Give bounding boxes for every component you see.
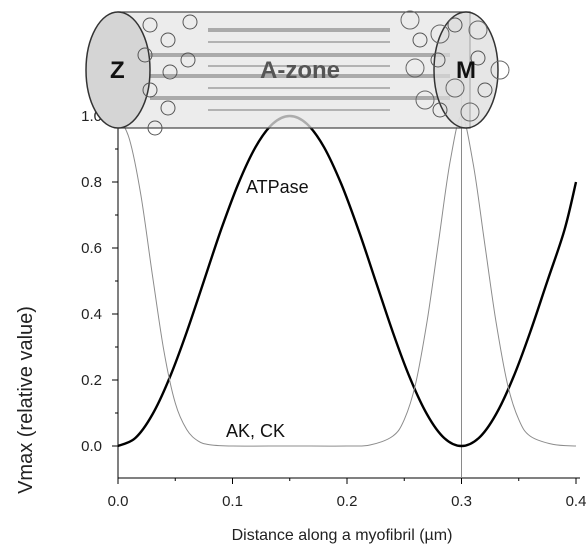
enzyme-ring bbox=[405, 58, 425, 78]
a-zone-label: A-zone bbox=[260, 57, 340, 84]
enzyme-marker bbox=[182, 14, 198, 30]
x-axis-title: Distance along a myofibril (µm) bbox=[232, 527, 453, 544]
enzyme-ring bbox=[468, 20, 488, 40]
curves bbox=[117, 114, 578, 448]
series-atpase-line bbox=[117, 114, 578, 448]
enzyme-marker bbox=[160, 100, 176, 116]
z-disk bbox=[85, 11, 151, 129]
y-tick-label: 0.4 bbox=[81, 306, 102, 323]
enzyme-ring bbox=[430, 24, 450, 44]
x-tick-label: 0.0 bbox=[108, 493, 129, 510]
enzyme-marker bbox=[447, 17, 463, 33]
m-label: M bbox=[456, 57, 476, 84]
labels: ATPase AK, CK bbox=[226, 177, 309, 441]
atpase-label: ATPase bbox=[246, 177, 309, 197]
enzyme-marker bbox=[162, 64, 178, 80]
enzyme-marker bbox=[160, 32, 176, 48]
enzyme-marker bbox=[142, 17, 158, 33]
enzyme-marker bbox=[470, 50, 486, 66]
x-tick-label: 0.2 bbox=[337, 493, 358, 510]
enzyme-marker bbox=[137, 47, 153, 63]
enzyme-marker bbox=[477, 82, 493, 98]
x-tick-label: 0.3 bbox=[451, 493, 472, 510]
enzyme-ring bbox=[415, 90, 435, 110]
enzyme-ring bbox=[490, 60, 510, 80]
y-tick-label: 0.8 bbox=[81, 174, 102, 191]
enzyme-marker bbox=[180, 52, 196, 68]
enzyme-marker bbox=[412, 32, 428, 48]
m-line-disk bbox=[433, 11, 499, 129]
enzyme-ring bbox=[400, 10, 420, 30]
akck-label: AK, CK bbox=[226, 421, 285, 441]
y-tick-label: 0.0 bbox=[81, 438, 102, 455]
myofibril-inset: Z M A-zone bbox=[85, 10, 510, 136]
y-axis-title: Vmax (relative value) bbox=[15, 306, 37, 494]
y-tick-label: 0.2 bbox=[81, 372, 102, 389]
enzyme-ring bbox=[460, 102, 480, 122]
enzyme-marker bbox=[432, 102, 448, 118]
axes: 0.00.20.40.60.81.00.0 0.1 0.2 0.3 0.4Distanc… bbox=[15, 76, 586, 544]
x-tick-label: 0.1 bbox=[222, 493, 243, 510]
enzyme-ring bbox=[445, 78, 465, 98]
enzyme-marker bbox=[430, 52, 446, 68]
enzyme-marker bbox=[147, 120, 163, 136]
enzyme-marker bbox=[142, 82, 158, 98]
y-tick-label: 0.6 bbox=[81, 240, 102, 257]
z-label: Z bbox=[110, 57, 125, 84]
series-akck-line bbox=[117, 115, 577, 447]
x-tick-label: 0.4 bbox=[566, 493, 586, 510]
